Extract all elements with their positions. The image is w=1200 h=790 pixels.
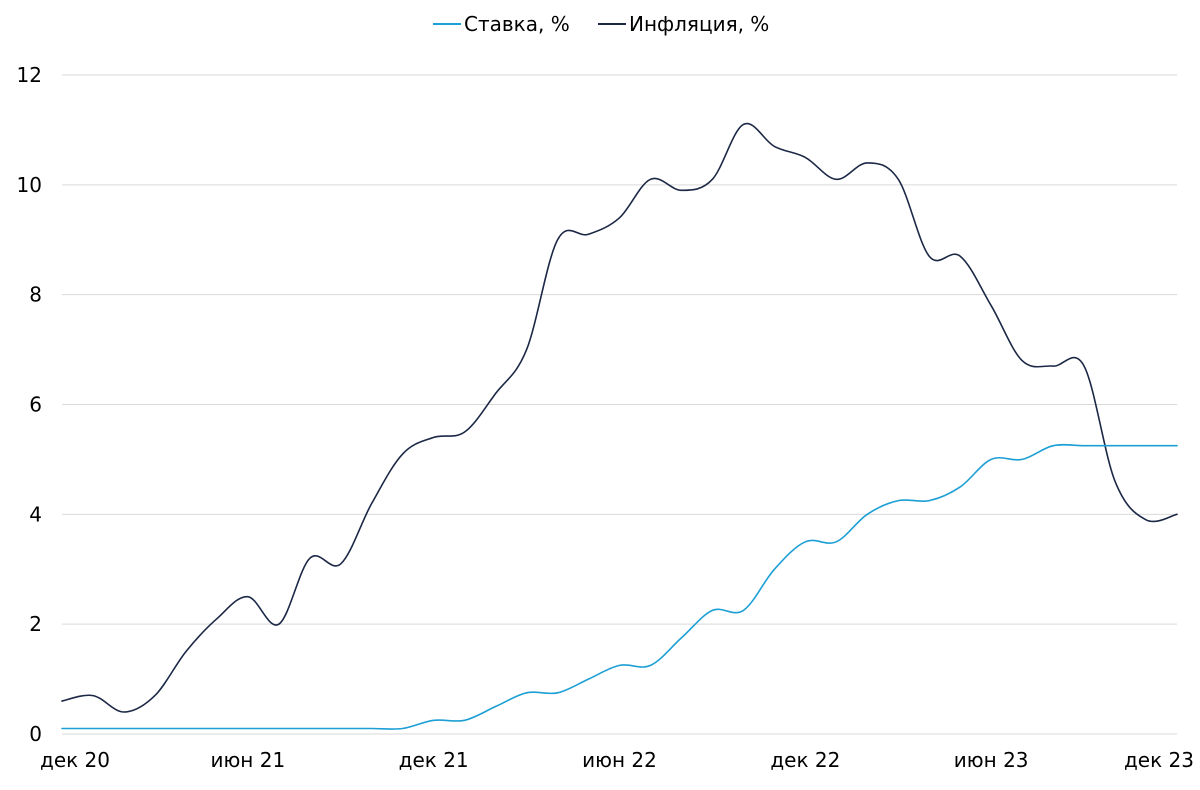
y-tick-label: 2 <box>29 612 42 636</box>
legend-item-inflation: Инфляция, % <box>598 12 769 36</box>
x-tick-label: июн 23 <box>954 748 1029 772</box>
x-tick-label: дек 23 <box>1124 748 1194 772</box>
y-tick-label: 4 <box>29 502 42 526</box>
x-tick-label: дек 22 <box>770 748 840 772</box>
series-line-rate <box>61 443 1178 730</box>
legend-item-rate: Ставка, % <box>433 12 570 36</box>
y-tick-label: 6 <box>29 393 42 417</box>
legend-label: Инфляция, % <box>629 12 769 36</box>
series-line-inflation <box>61 122 1178 713</box>
x-axis-ticks: дек 20 июн 21 дек 21 июн 22 дек 22 июн 23 дек … <box>40 748 1194 772</box>
x-tick-label: июн 22 <box>582 748 657 772</box>
x-tick-label: дек 20 <box>40 748 110 772</box>
y-tick-label: 10 <box>17 173 42 197</box>
y-axis-ticks: 0 2 4 6 8 10 12 <box>17 63 42 746</box>
series-lines <box>61 122 1178 730</box>
y-tick-label: 12 <box>17 63 42 87</box>
grid-lines <box>62 74 1177 735</box>
x-tick-label: дек 21 <box>399 748 469 772</box>
legend: Ставка, % Инфляция, % <box>433 12 769 36</box>
x-tick-label: июн 21 <box>210 748 285 772</box>
y-tick-label: 8 <box>29 283 42 307</box>
y-tick-label: 0 <box>29 722 42 746</box>
legend-label: Ставка, % <box>464 12 570 36</box>
